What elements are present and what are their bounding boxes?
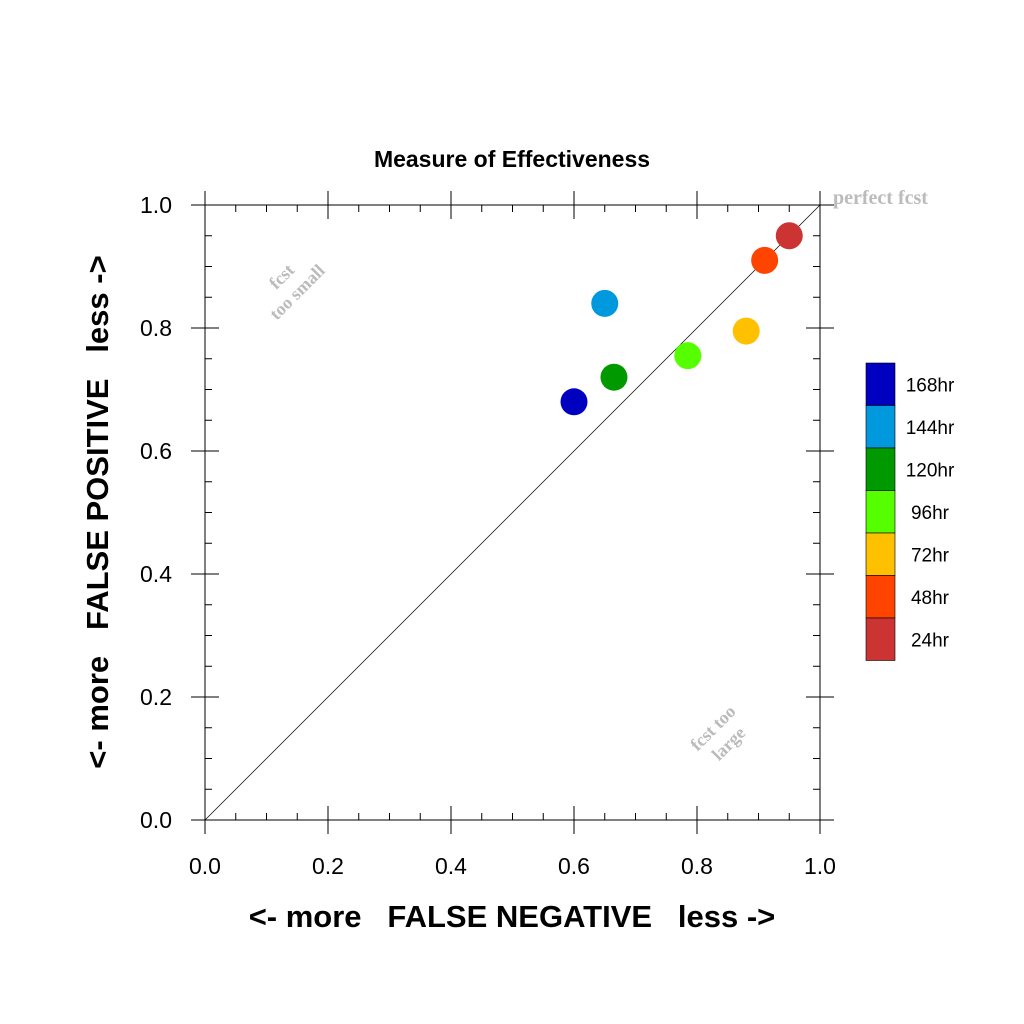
legend-label-144hr: 144hr: [906, 418, 955, 439]
legend-label-24hr: 24hr: [911, 630, 950, 651]
data-point-24hr: [775, 222, 803, 250]
too-small-annotation: fcst too small: [265, 260, 329, 324]
legend-label-72hr: 72hr: [911, 545, 950, 566]
y-tick-label: 0.0: [140, 807, 172, 833]
legend-label-96hr: 96hr: [911, 503, 950, 524]
x-tick-label: 1.0: [804, 853, 836, 879]
legend-swatch-72hr: [865, 532, 896, 576]
data-point-72hr: [732, 317, 760, 345]
x-tick-label: 0.0: [189, 853, 221, 879]
x-tick-label: 0.4: [435, 853, 467, 879]
x-tick-label: 0.8: [681, 853, 713, 879]
perfect-forecast-annotation: perfect fcst: [833, 187, 928, 209]
x-axis-label: <- more FALSE NEGATIVE less ->: [249, 899, 776, 934]
data-points: [560, 222, 803, 416]
y-axis-label: <- more FALSE POSITIVE less ->: [80, 255, 115, 768]
axis-ticks: [191, 191, 834, 834]
y-tick-label: 0.8: [140, 315, 172, 341]
legend-swatch-120hr: [865, 447, 896, 491]
y-tick-label: 0.2: [140, 684, 172, 710]
data-point-96hr: [674, 342, 702, 370]
too-large-annotation: fcst too large: [686, 701, 749, 764]
legend-label-48hr: 48hr: [911, 588, 950, 609]
perfect-forecast-diagonal: [204, 204, 821, 821]
data-point-48hr: [751, 246, 779, 274]
x-tick-label: 0.2: [312, 853, 344, 879]
y-tick-label: 0.4: [140, 561, 172, 587]
legend-swatch-48hr: [865, 575, 896, 619]
x-tick-label: 0.6: [558, 853, 590, 879]
legend: 168hr 144hr 120hr 96hr 72hr 48hr 24hr: [865, 362, 955, 661]
chart-title: Measure of Effectiveness: [374, 146, 650, 172]
legend-label-120hr: 120hr: [906, 460, 955, 481]
legend-swatch-144hr: [865, 405, 896, 449]
legend-swatch-168hr: [865, 362, 896, 406]
data-point-120hr: [600, 363, 628, 391]
legend-swatch-96hr: [865, 490, 896, 534]
legend-swatch-24hr: [865, 617, 896, 661]
axis-tick-labels: 0.0 0.2 0.4 0.6 0.8 1.0 0.0 0.2 0.4 0.6 0.8 1.0: [140, 192, 836, 879]
y-tick-label: 0.6: [140, 438, 172, 464]
y-tick-label: 1.0: [140, 192, 172, 218]
data-point-144hr: [591, 289, 619, 317]
legend-label-168hr: 168hr: [906, 375, 955, 396]
data-point-168hr: [560, 388, 588, 416]
